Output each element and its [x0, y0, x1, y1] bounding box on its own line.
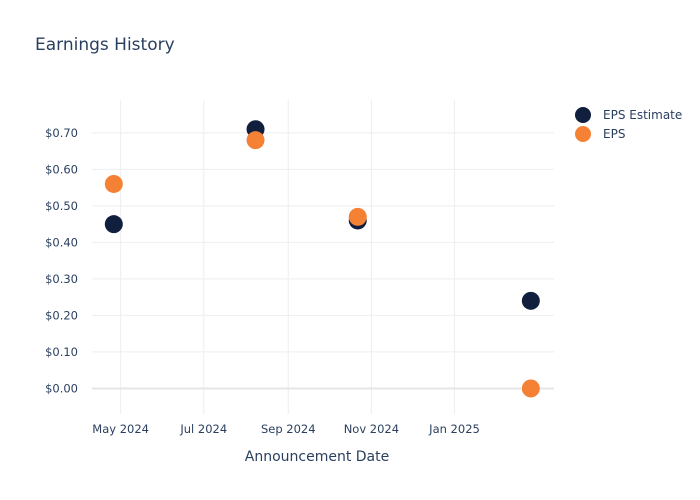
eps-point[interactable] [348, 207, 367, 226]
eps-point[interactable] [246, 131, 265, 150]
x-tick-label: Jul 2024 [179, 422, 227, 436]
legend-marker [575, 107, 591, 123]
y-tick-label: $0.60 [45, 162, 78, 176]
grid-layer [92, 100, 554, 414]
chart-title: Earnings History [35, 35, 175, 55]
legend-marker [575, 126, 591, 142]
eps-estimate-point[interactable] [521, 291, 540, 310]
eps-estimate-point[interactable] [104, 215, 123, 234]
legend-label: EPS Estimate [603, 108, 682, 122]
y-tick-label: $0.50 [45, 199, 78, 213]
x-tick-label: Nov 2024 [344, 422, 399, 436]
x-tick-label: May 2024 [92, 422, 149, 436]
legend-label: EPS [603, 127, 625, 141]
eps-point[interactable] [521, 379, 540, 398]
y-tick-label: $0.10 [45, 345, 78, 359]
legend-item-eps[interactable]: EPS [575, 126, 625, 142]
marks-layer [104, 120, 540, 398]
x-axis-title: Announcement Date [245, 449, 389, 465]
x-tick-label: Sep 2024 [261, 422, 316, 436]
axis-layer: May 2024 Jul 2024 Sep 2024 Nov 2024 Jan 2025… [45, 126, 480, 436]
x-tick-label: Jan 2025 [428, 422, 480, 436]
y-tick-label: $0.30 [45, 272, 78, 286]
legend[interactable]: EPS Estimate EPS [575, 107, 682, 142]
legend-item-eps-estimate[interactable]: EPS Estimate [575, 107, 682, 123]
eps-point[interactable] [104, 174, 123, 193]
y-tick-label: $0.70 [45, 126, 78, 140]
y-tick-label: $0.00 [45, 381, 78, 395]
y-tick-label: $0.40 [45, 235, 78, 249]
y-tick-label: $0.20 [45, 308, 78, 322]
